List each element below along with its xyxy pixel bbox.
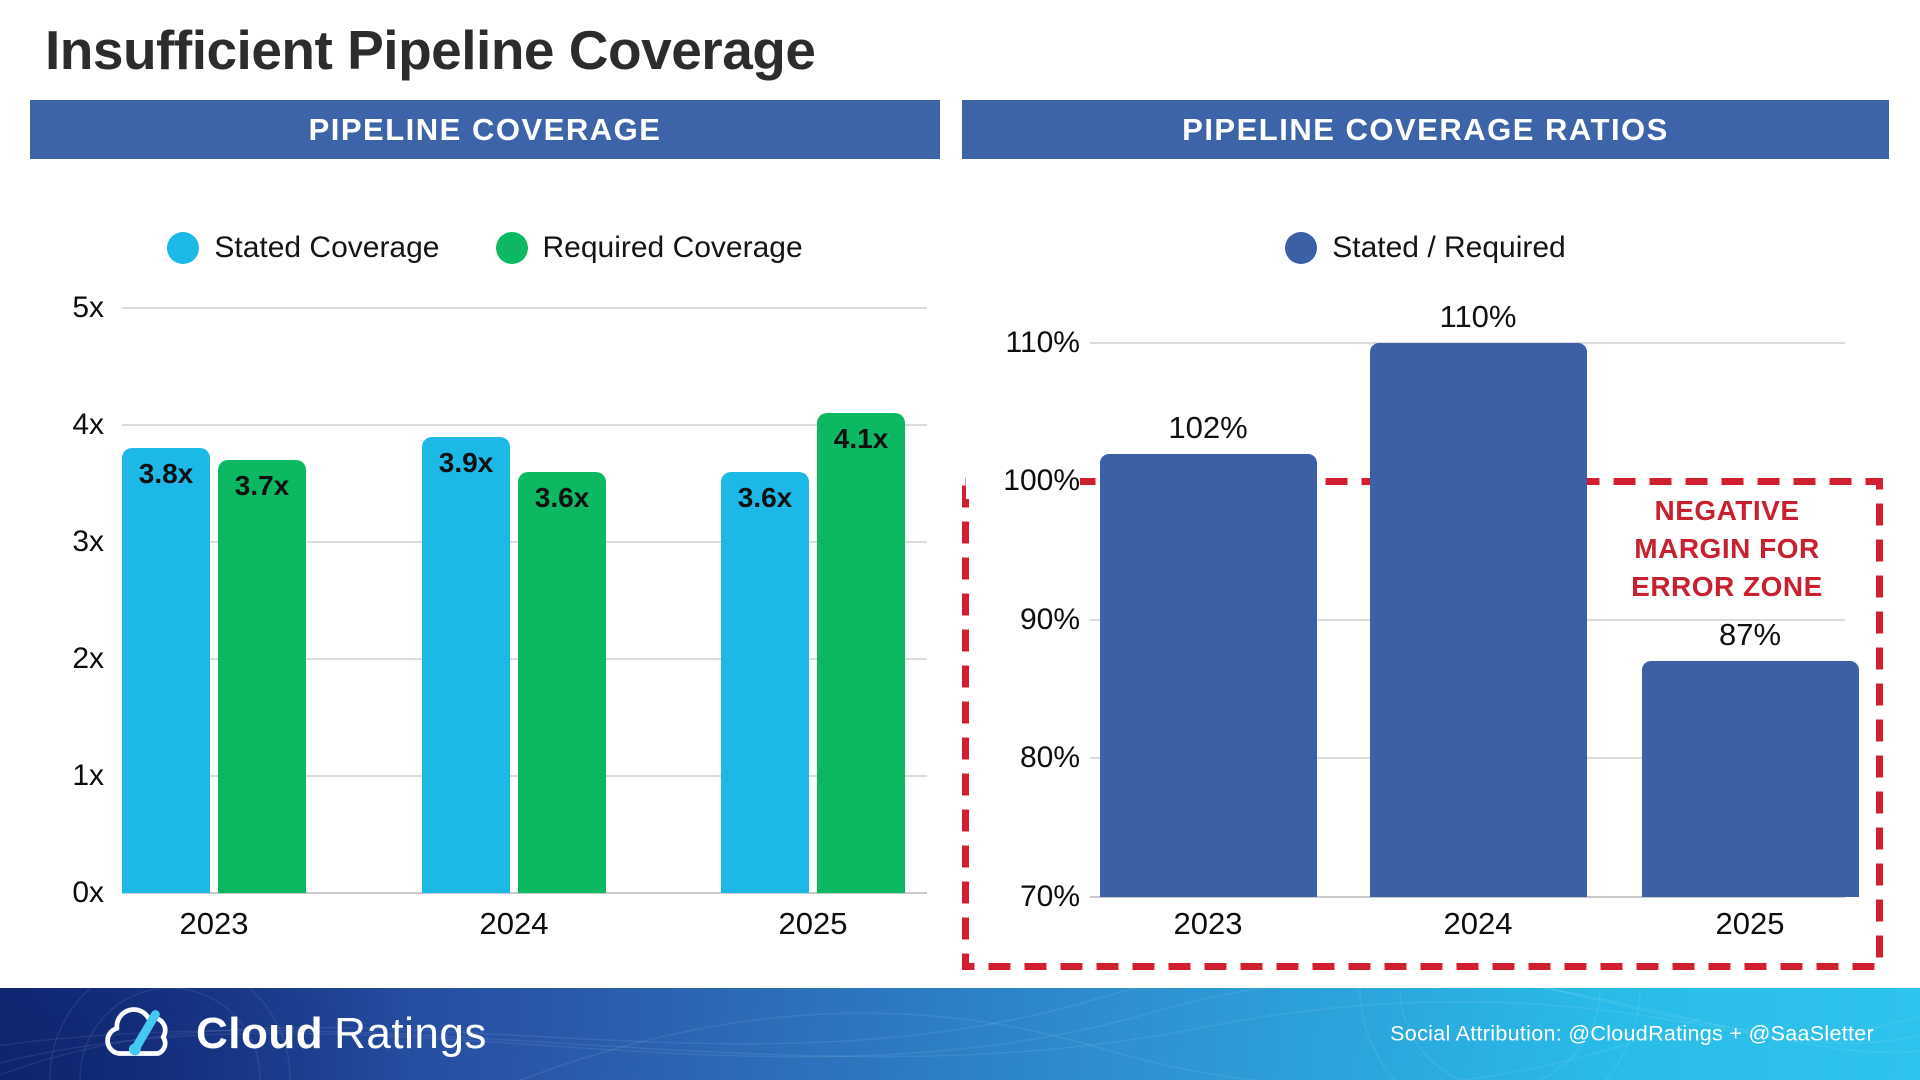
grid-line [122,307,927,309]
x-axis-category-label: 2023 [1173,906,1243,941]
bar-value-label: 3.8x [138,458,194,490]
y-axis-tick-label: 5x [72,291,104,324]
bar-value-label: 102% [1168,409,1248,445]
required-coverage-bar [817,413,905,893]
x-axis-category-label: 2025 [778,906,848,941]
bar-value-label: 3.9x [438,446,494,478]
bar-value-label: 110% [1439,298,1517,334]
y-axis-tick-label: 4x [72,408,104,441]
stated-required-ratio-bar [1099,453,1317,897]
left-chart-legend: Stated Coverage Required Coverage [30,228,940,268]
footer-wave-texture [0,988,1920,1080]
grid-line [122,892,927,894]
bar-value-label: 4.1x [833,423,889,455]
zone-label-line: ERROR ZONE [1631,571,1823,602]
y-axis-tick-label: 100% [966,463,1080,500]
cloud-ratings-logo-icon [105,1007,168,1056]
stated-coverage-bar [122,448,210,893]
required-coverage-bar [218,460,306,893]
x-axis-category-label: 2023 [179,906,249,941]
y-axis-tick-label: 80% [1019,741,1080,775]
stated-coverage-bar [422,436,510,893]
stated-required-ratio-bar [1641,661,1859,897]
bar-value-label: 3.6x [534,481,590,513]
brand-name: Cloud Ratings [196,1009,487,1059]
legend-label: Stated / Required [1332,231,1566,264]
legend-label: Required Coverage [542,231,803,264]
required-coverage-swatch [495,232,528,264]
footer: Cloud Ratings Social Attribution: @Cloud… [0,988,1920,1080]
social-attribution: Social Attribution: @CloudRatings + @Saa… [1390,1021,1874,1046]
y-axis-tick-label: 1x [72,759,104,792]
bar-value-label: 87% [1718,617,1782,653]
stated-coverage-bar [721,471,809,893]
x-axis-category-label: 2024 [479,906,549,941]
legend-label: Stated Coverage [214,231,440,264]
y-axis-tick-label: 110% [1005,325,1080,359]
y-axis-tick-label: 70% [1019,880,1080,913]
zone-label-line: NEGATIVE [1654,495,1800,526]
bar-value-label: 3.6x [737,481,793,513]
grid-line [122,424,927,426]
y-axis-tick-label: 90% [1019,602,1080,636]
left-chart-header: PIPELINE COVERAGE [30,100,940,159]
legend-item-stated-required: Stated / Required [1285,231,1566,265]
required-coverage-bar [518,471,606,893]
page-title: Insufficient Pipeline Coverage [45,19,816,81]
zone-label-line: MARGIN FOR [1634,533,1820,564]
y-axis-tick-label: 0x [72,876,104,909]
x-axis-category-label: 2025 [1715,906,1785,941]
brand-name-light: Ratings [334,1009,487,1058]
right-chart-legend: Stated / Required [962,228,1889,268]
y-axis-tick-label: 2x [72,642,104,675]
legend-item-required-coverage: Required Coverage [495,231,803,265]
x-axis-category-label: 2024 [1443,906,1513,941]
legend-item-stated-coverage: Stated Coverage [167,231,440,265]
stated-coverage-swatch [167,232,200,264]
brand-name-bold: Cloud [196,1009,324,1058]
right-chart-header: PIPELINE COVERAGE RATIOS [962,100,1889,159]
stated-required-swatch [1285,232,1318,264]
stated-required-ratio-bar [1369,342,1587,897]
brand-lockup: Cloud Ratings [100,1004,487,1064]
bar-value-label: 3.7x [234,470,290,502]
negative-margin-zone-label: NEGATIVE MARGIN FOR ERROR ZONE [1590,492,1864,606]
y-axis-tick-label: 3x [72,525,104,558]
